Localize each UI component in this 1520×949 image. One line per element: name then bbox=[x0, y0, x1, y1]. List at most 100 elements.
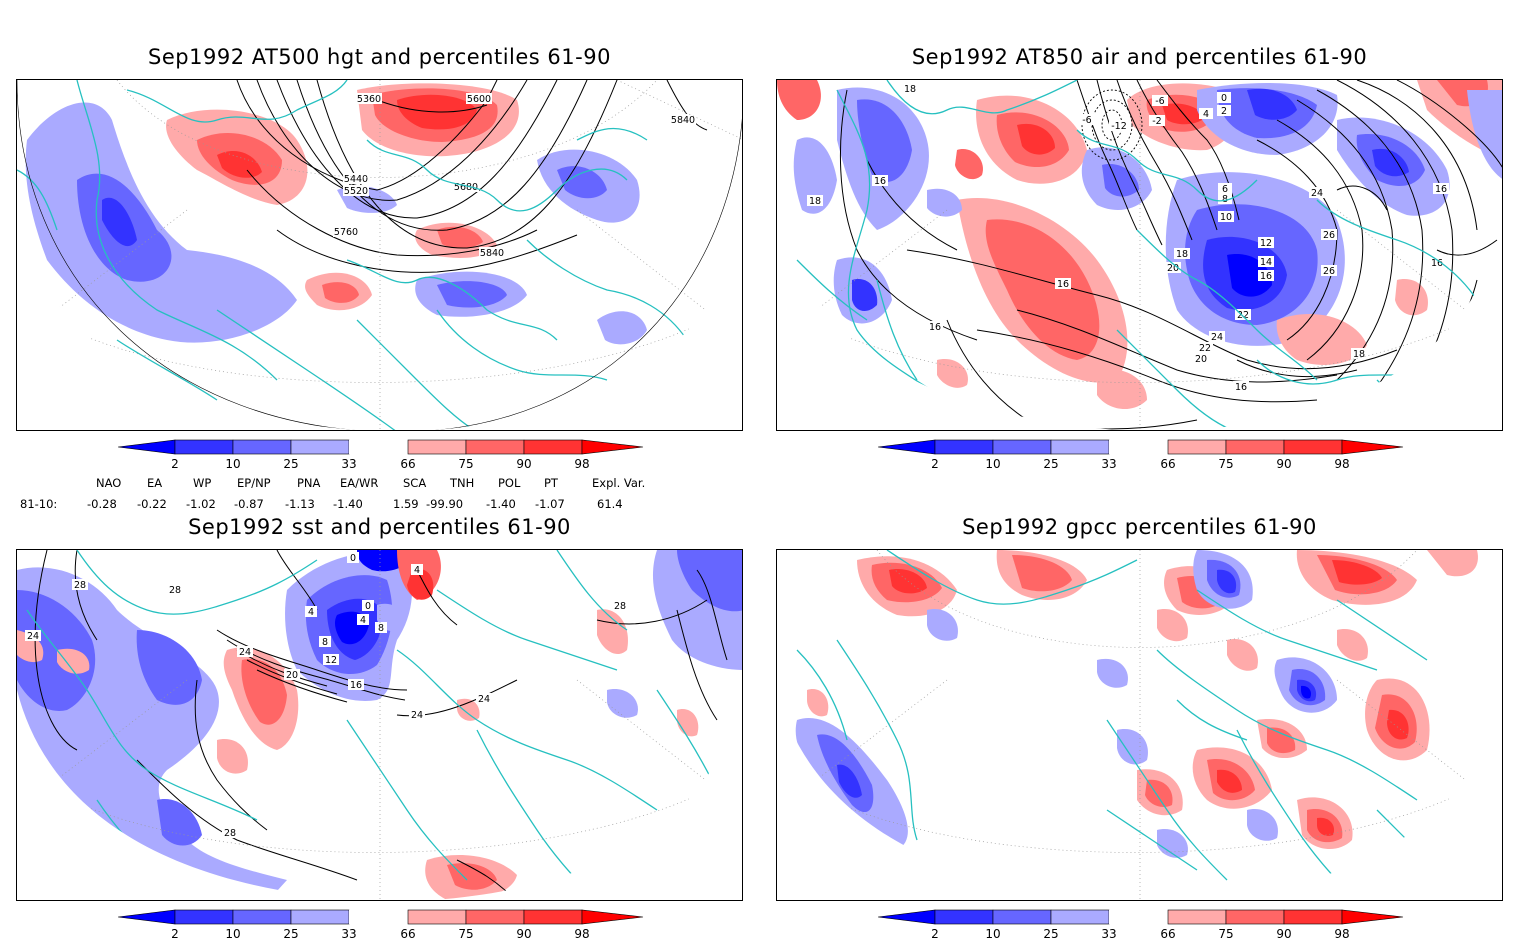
contour-label: 24 bbox=[1211, 332, 1223, 343]
contour-label: 28 bbox=[169, 585, 181, 596]
contour-label: 8 bbox=[1222, 194, 1228, 205]
colorbar-segment bbox=[1283, 439, 1343, 455]
index-header: EA bbox=[147, 476, 163, 490]
index-value: -0.22 bbox=[137, 497, 167, 511]
colorbar-tick-label: 98 bbox=[1334, 457, 1349, 471]
colorbar-segment bbox=[1109, 910, 1168, 924]
colorbar-tick-label: 33 bbox=[1101, 927, 1116, 941]
contour-label: 18 bbox=[904, 84, 916, 95]
contour-label: 8 bbox=[322, 637, 328, 648]
contour-label: 5840 bbox=[671, 115, 695, 126]
contour-label: 26 bbox=[1323, 266, 1335, 277]
colorbar-svg: 2 10 25 33 66 75 90 98 bbox=[118, 909, 644, 941]
index-value: 1.59 bbox=[393, 497, 419, 511]
colorbar-tick-label: 10 bbox=[985, 457, 1000, 471]
colorbar-tick-label: 75 bbox=[458, 457, 473, 471]
contour-label: 18 bbox=[1176, 249, 1188, 260]
colorbar-segment bbox=[523, 439, 583, 455]
contour-label: 16 bbox=[1435, 184, 1447, 195]
colorbar-tick-label: 33 bbox=[1101, 457, 1116, 471]
contour-label: 4 bbox=[360, 615, 366, 626]
map-sst: 28 24 28 24 20 12 8 16 4 0 4 8 4 0 28 24… bbox=[17, 550, 742, 900]
contour-label: 24 bbox=[239, 647, 251, 658]
colorbar-gpcc: 2 10 25 33 66 75 90 98 bbox=[878, 909, 1408, 949]
colorbar-segment bbox=[1341, 909, 1404, 925]
panel-title-hgt: Sep1992 AT500 hgt and percentiles 61-90 bbox=[148, 45, 611, 69]
index-header: TNH bbox=[450, 476, 475, 490]
colorbar-tick-label: 10 bbox=[225, 457, 240, 471]
contour-label: 24 bbox=[478, 694, 490, 705]
colorbar-tick-label: 75 bbox=[1218, 927, 1233, 941]
contour-label: 5680 bbox=[454, 182, 478, 193]
colorbar-segment bbox=[1167, 909, 1227, 925]
colorbar-tick-label: 66 bbox=[1160, 927, 1175, 941]
panel-title-air: Sep1992 AT850 air and percentiles 61-90 bbox=[911, 45, 1368, 69]
colorbar-svg: 2 10 25 33 66 75 90 98 bbox=[118, 439, 644, 471]
colorbar-tick-label: 25 bbox=[1043, 927, 1058, 941]
colorbar-tick-label: 25 bbox=[283, 927, 298, 941]
contour-label: 5520 bbox=[344, 186, 368, 197]
colorbar-tick-label: 2 bbox=[171, 927, 179, 941]
contour-label: 16 bbox=[874, 176, 886, 187]
contour-label: 4 bbox=[308, 607, 314, 618]
panel-title-gpcc: Sep1992 gpcc percentiles 61-90 bbox=[962, 515, 1317, 539]
contour-label: 5600 bbox=[467, 94, 491, 105]
colorbar-tick-label: 75 bbox=[458, 927, 473, 941]
colorbar-tick-label: 66 bbox=[400, 457, 415, 471]
index-value: 61.4 bbox=[597, 497, 623, 511]
index-value: -1.07 bbox=[535, 497, 565, 511]
colorbar-tick-label: 25 bbox=[283, 457, 298, 471]
contour-label: 16 bbox=[929, 322, 941, 333]
map-air: 18 16 18 -6 -12 -6 -2 0 2 4 6 8 10 12 14… bbox=[777, 80, 1502, 430]
colorbar-segment bbox=[581, 909, 644, 925]
colorbar-segment bbox=[1341, 439, 1404, 455]
contour-label: 0 bbox=[350, 553, 356, 564]
map-hgt: 5360 5600 5840 5440 5520 5680 5760 5840 bbox=[17, 80, 742, 430]
index-table: NAO EA WP EP/NP PNA EA/WR SCA TNH POL PT… bbox=[0, 476, 700, 516]
colorbar-tick-label: 33 bbox=[341, 457, 356, 471]
contour-label: 14 bbox=[1260, 257, 1272, 268]
contour-label: 24 bbox=[27, 631, 39, 642]
contour-label: 26 bbox=[1323, 230, 1335, 241]
colorbar-svg: 2 10 25 33 66 75 90 98 bbox=[878, 439, 1404, 471]
contour-label: -2 bbox=[1152, 116, 1161, 127]
index-value: -99.90 bbox=[426, 497, 464, 511]
contour-label: 0 bbox=[1221, 93, 1227, 104]
index-header: SCA bbox=[403, 476, 427, 490]
contour-label: 16 bbox=[1057, 279, 1069, 290]
colorbar-segment bbox=[878, 909, 936, 925]
contour-label: 12 bbox=[325, 655, 337, 666]
colorbar-segment bbox=[465, 909, 525, 925]
contour-label: 16 bbox=[1260, 271, 1272, 282]
index-header: WP bbox=[193, 476, 212, 490]
contour-label: -6 bbox=[1155, 96, 1164, 107]
colorbar-tick-label: 90 bbox=[1276, 927, 1291, 941]
colorbar-tick-label: 66 bbox=[400, 927, 415, 941]
colorbar-sst: 2 10 25 33 66 75 90 98 bbox=[118, 909, 648, 949]
contour-label: 5760 bbox=[334, 227, 358, 238]
colorbar-segment bbox=[934, 439, 994, 455]
contour-label: -6 bbox=[1082, 115, 1091, 126]
colorbar-segment bbox=[232, 439, 292, 455]
colorbar-tick-label: 90 bbox=[1276, 457, 1291, 471]
index-header: PT bbox=[544, 476, 558, 490]
colorbar-segment bbox=[1225, 439, 1285, 455]
contour-label: 20 bbox=[1195, 354, 1207, 365]
contour-label: 4 bbox=[414, 565, 420, 576]
index-header: EP/NP bbox=[237, 476, 271, 490]
colorbar-tick-label: 98 bbox=[574, 457, 589, 471]
contour-label: 20 bbox=[286, 670, 298, 681]
colorbar-tick-label: 98 bbox=[1334, 927, 1349, 941]
colorbar-segment bbox=[118, 909, 176, 925]
index-header: Expl. Var. bbox=[592, 476, 646, 490]
colorbar-air: 2 10 25 33 66 75 90 98 bbox=[878, 439, 1408, 479]
colorbar-segment bbox=[1225, 909, 1285, 925]
contour-label: 24 bbox=[411, 710, 423, 721]
colorbar-tick-label: 25 bbox=[1043, 457, 1058, 471]
colorbar-segment bbox=[407, 439, 467, 455]
colorbar-segment bbox=[349, 910, 408, 924]
colorbar-tick-label: 33 bbox=[341, 927, 356, 941]
colorbar-tick-label: 2 bbox=[931, 457, 939, 471]
index-value: -1.40 bbox=[333, 497, 363, 511]
map-gpcc bbox=[777, 550, 1502, 900]
